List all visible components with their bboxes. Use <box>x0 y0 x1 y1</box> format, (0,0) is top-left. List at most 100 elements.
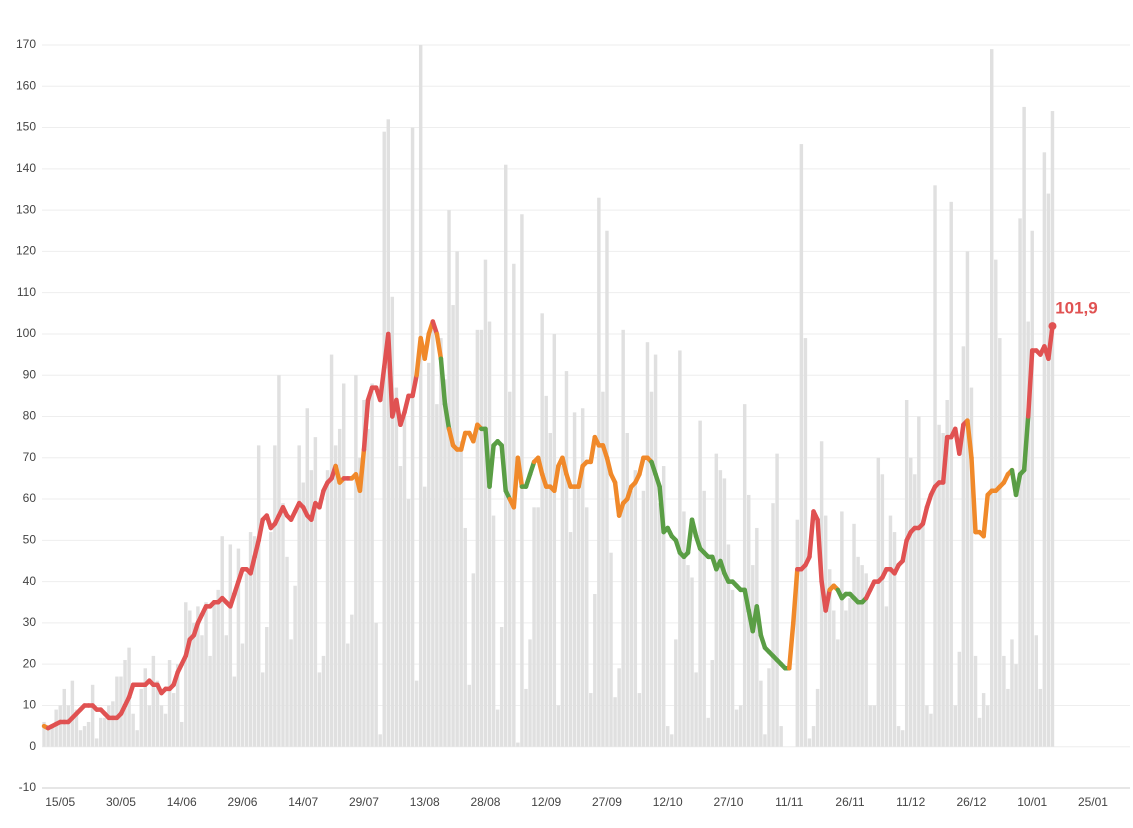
line-segment <box>256 517 265 543</box>
bar <box>803 338 808 747</box>
line-segment <box>754 604 764 638</box>
bar <box>961 346 966 747</box>
line-segment <box>1046 323 1055 361</box>
bar <box>350 614 354 747</box>
bar <box>504 164 508 747</box>
bar <box>499 627 504 747</box>
bar <box>155 680 160 747</box>
line-segment <box>248 554 257 576</box>
bar <box>212 602 216 747</box>
x-tick-label: 11/12 <box>896 795 925 809</box>
line-segment <box>386 331 395 419</box>
bar <box>524 688 528 747</box>
bar <box>418 45 423 747</box>
bar <box>560 466 565 747</box>
bar <box>463 527 467 747</box>
y-tick-label: 20 <box>23 656 37 670</box>
bar <box>406 499 411 747</box>
x-tick-label: 27/09 <box>592 795 622 809</box>
bar <box>99 717 103 747</box>
bar <box>382 131 386 747</box>
line-series: 101,9 <box>41 299 1098 731</box>
bar <box>1034 635 1038 747</box>
bar <box>252 536 257 747</box>
line-segment <box>552 463 561 494</box>
bar <box>597 197 601 747</box>
bar <box>248 532 253 747</box>
bar <box>811 726 816 747</box>
bar <box>613 697 617 747</box>
x-tick-label: 13/08 <box>410 795 440 809</box>
line-segment <box>604 455 614 477</box>
bar <box>285 556 289 747</box>
line-segment <box>183 637 193 659</box>
bar <box>929 713 933 747</box>
bar <box>333 445 338 747</box>
line-segment <box>920 505 930 527</box>
bar <box>479 329 484 747</box>
bar <box>431 329 435 747</box>
bar <box>540 313 544 747</box>
line-segment <box>361 397 371 452</box>
bar <box>58 705 62 747</box>
bar <box>82 726 87 747</box>
bar <box>985 705 990 747</box>
bar <box>224 635 228 747</box>
bar <box>973 655 978 747</box>
bar <box>937 424 941 747</box>
bar <box>767 668 771 747</box>
bar <box>1026 321 1030 747</box>
bar <box>670 734 674 747</box>
bar <box>548 433 552 747</box>
bar <box>868 705 872 747</box>
bar <box>196 606 200 747</box>
bar <box>844 610 848 747</box>
x-tick-label: 29/06 <box>227 795 257 809</box>
bar <box>666 726 670 747</box>
bar <box>78 730 83 747</box>
bar <box>556 705 561 747</box>
bar <box>710 660 714 747</box>
bar <box>629 490 633 747</box>
bar <box>576 486 581 747</box>
bar <box>832 610 836 747</box>
bar <box>94 738 99 747</box>
bar <box>856 556 860 747</box>
bar <box>795 519 800 747</box>
x-tick-label: 11/11 <box>775 795 804 809</box>
x-tick-label: 28/08 <box>470 795 500 809</box>
bar <box>953 705 957 747</box>
line-segment <box>791 566 800 626</box>
bar <box>402 416 407 747</box>
bar <box>657 503 662 747</box>
bar <box>188 610 192 747</box>
x-tick-label: 12/09 <box>531 795 561 809</box>
bar <box>495 709 500 747</box>
bar <box>46 726 50 747</box>
bar <box>755 527 759 747</box>
bar <box>337 428 342 747</box>
y-tick-label: 30 <box>23 615 37 629</box>
bar <box>738 705 743 747</box>
bar <box>508 391 512 747</box>
bar <box>139 688 143 747</box>
bar <box>281 503 285 747</box>
line-segment <box>612 480 622 518</box>
bar <box>42 721 46 747</box>
line-segment <box>499 443 508 494</box>
bar <box>131 713 135 747</box>
bar <box>690 577 694 747</box>
line-segment <box>576 463 585 489</box>
bar <box>1050 111 1055 747</box>
bar <box>256 445 261 747</box>
bar <box>994 259 998 747</box>
bar <box>653 354 658 747</box>
bar <box>394 387 399 747</box>
line-segment <box>487 443 496 489</box>
bar <box>892 532 897 747</box>
bar <box>645 342 650 747</box>
y-tick-label: 70 <box>23 450 37 464</box>
line-segment <box>657 484 666 535</box>
bar <box>674 639 678 747</box>
bar <box>74 709 79 747</box>
